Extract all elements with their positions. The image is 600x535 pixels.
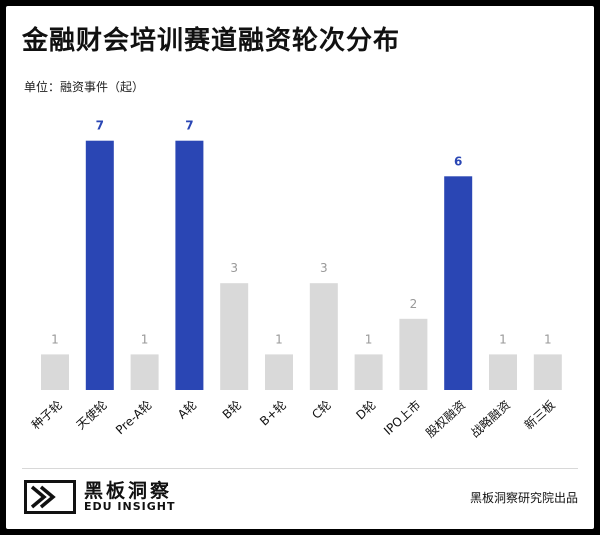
bar-chart: 1 种子轮 7 天使轮 1 Pre-A轮 7 A轮 3 B轮 1 B+轮 3 C轮 1 D轮 2 IPO上市 6 股权…	[29, 119, 562, 441]
data-label-5: 1	[275, 332, 283, 346]
data-label-8: 2	[410, 297, 418, 311]
tick-label-5: B+轮	[257, 398, 289, 429]
data-label-1: 7	[96, 119, 104, 133]
edu-insight-logo-icon	[24, 480, 76, 514]
data-label-7: 1	[365, 332, 373, 346]
data-label-10: 1	[499, 332, 507, 346]
tick-label-3: A轮	[175, 398, 199, 422]
bar-6	[309, 283, 338, 390]
bar-10	[489, 354, 517, 390]
data-label-2: 1	[141, 332, 149, 346]
bar-3	[175, 140, 204, 390]
chart-card: 金融财会培训赛道融资轮次分布 单位：融资事件（起） 1 种子轮 7 天使轮 1 Pre-A…	[6, 6, 594, 529]
tick-label-10: 战略融资	[467, 397, 513, 440]
chart-title: 金融财会培训赛道融资轮次分布	[22, 26, 401, 56]
logo-text-en: EDU INSIGHT	[84, 500, 176, 513]
tick-label-4: B轮	[220, 398, 244, 422]
tick-label-0: 种子轮	[29, 398, 65, 433]
tick-label-9: 股权融资	[423, 398, 468, 441]
logo-text-cn: 黑板洞察	[84, 480, 173, 502]
unit-label: 单位：融资事件（起）	[24, 80, 145, 94]
data-label-0: 1	[51, 332, 59, 346]
bar-0	[41, 354, 69, 390]
data-label-9: 6	[454, 154, 462, 168]
tick-label-2: Pre-A轮	[113, 398, 155, 437]
bar-1	[85, 140, 114, 390]
footer-divider	[22, 468, 578, 469]
tick-label-1: 天使轮	[73, 397, 110, 432]
tick-label-7: D轮	[353, 398, 378, 423]
bar-11	[533, 354, 562, 390]
bar-4	[220, 283, 249, 390]
bar-9	[444, 176, 473, 390]
data-label-3: 7	[185, 119, 193, 133]
bar-8	[399, 318, 428, 390]
data-label-6: 3	[320, 261, 328, 275]
bar-2	[130, 354, 159, 390]
tick-label-11: 新三板	[521, 397, 558, 432]
tick-label-8: IPO上市	[380, 397, 423, 438]
bar-5	[265, 354, 293, 390]
data-label-4: 3	[230, 261, 238, 275]
source-credit: 黑板洞察研究院出品	[469, 491, 578, 505]
tick-label-6: C轮	[309, 398, 334, 422]
data-label-11: 1	[544, 332, 552, 346]
bar-7	[354, 354, 383, 390]
